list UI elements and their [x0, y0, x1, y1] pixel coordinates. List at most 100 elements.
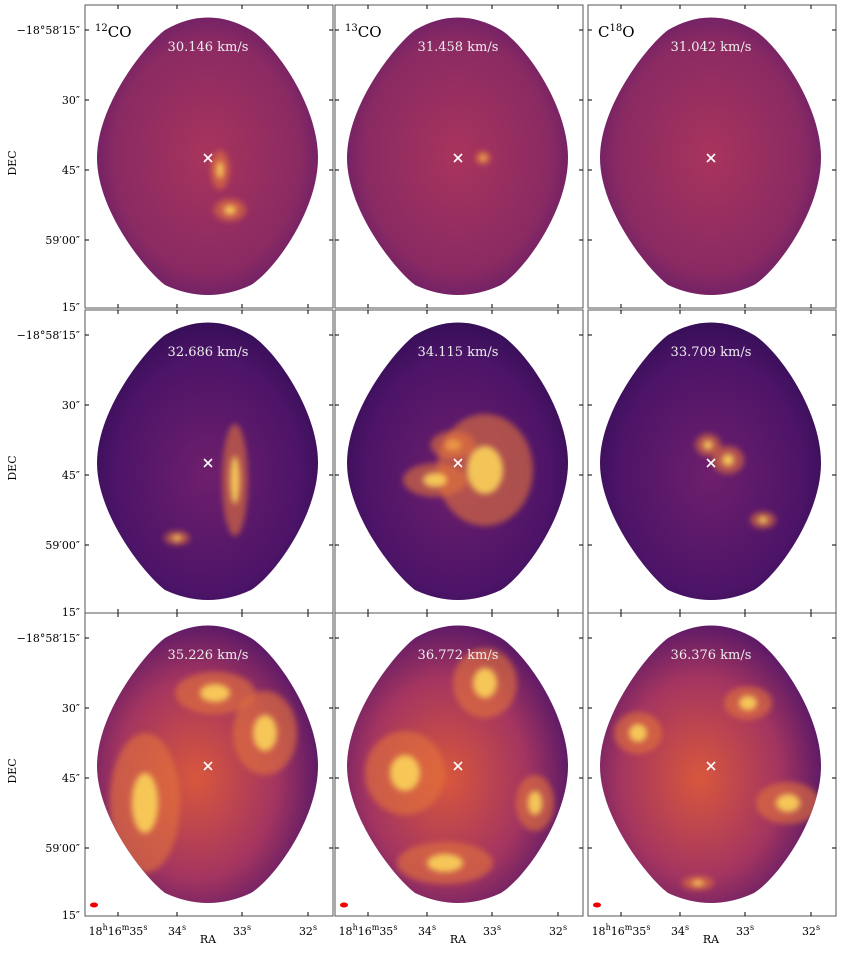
- emission-peak: [527, 791, 543, 815]
- emission-peak: [423, 472, 447, 488]
- x-axis-label: RA: [200, 933, 217, 946]
- panel: 36.376 km/s: [587, 612, 837, 917]
- emission-peak: [629, 724, 647, 742]
- molecule-label: C18O: [598, 23, 635, 41]
- emission-peak: [216, 161, 224, 179]
- x-tick-part: s: [313, 923, 317, 932]
- panel: 31.042 km/s: [587, 4, 837, 309]
- emission-peak: [776, 794, 800, 812]
- x-tick-part: m: [122, 923, 130, 932]
- velocity-label: 34.115 km/s: [418, 345, 499, 360]
- emission: [109, 672, 297, 873]
- x-tick-label: 18h16m35s: [592, 923, 651, 938]
- y-tick-label: −18°58′15″: [17, 329, 80, 342]
- x-tick-part: 33: [483, 925, 497, 938]
- center-cross: [453, 761, 463, 771]
- emission-peak: [172, 535, 182, 541]
- y-axis-label: DEC: [6, 758, 19, 783]
- emission-peak: [692, 880, 704, 886]
- x-tick-part: 34: [168, 925, 182, 938]
- center-cross: [706, 458, 716, 468]
- x-tick-part: s: [816, 923, 820, 932]
- map-image: [97, 17, 318, 295]
- panel: 30.146 km/s: [84, 4, 334, 309]
- emission-peak: [427, 854, 463, 872]
- x-tick-part: 35: [379, 925, 393, 938]
- emission: [164, 424, 248, 545]
- x-tick-part: s: [646, 923, 650, 932]
- x-tick-label: 33s: [736, 923, 754, 938]
- x-tick-part: 16: [358, 925, 372, 938]
- x-tick-part: s: [685, 923, 689, 932]
- center-cross: [706, 153, 716, 163]
- molecule-part: CO: [358, 23, 382, 41]
- x-tick-part: h: [103, 923, 108, 932]
- x-tick-label: 18h16m35s: [89, 923, 148, 938]
- y-tick-label: 59′00″: [45, 234, 80, 247]
- velocity-label: 32.686 km/s: [168, 345, 249, 360]
- center-cross: [453, 458, 463, 468]
- emission: [403, 414, 533, 526]
- beam: [593, 902, 601, 908]
- panel: 36.772 km/s: [334, 612, 584, 917]
- emission-peak: [230, 456, 240, 504]
- x-tick-part: 16: [611, 925, 625, 938]
- x-tick-part: s: [393, 923, 397, 932]
- emission-peak: [473, 668, 497, 698]
- x-tick-label: 32s: [549, 923, 567, 938]
- panel: 31.458 km/s: [334, 4, 584, 309]
- emission: [475, 151, 491, 165]
- molecule-part: 12: [95, 23, 108, 34]
- x-tick-part: s: [563, 923, 567, 932]
- emission-peak: [390, 755, 420, 791]
- x-tick-part: 35: [129, 925, 143, 938]
- center-cross: [453, 153, 463, 163]
- center-cross: [203, 761, 213, 771]
- y-tick-label: 15″: [62, 909, 80, 922]
- y-tick-label: 15″: [62, 606, 80, 619]
- map-image: [600, 17, 821, 295]
- x-tick-part: 33: [233, 925, 247, 938]
- map-image: [600, 322, 821, 600]
- emission-peak: [703, 440, 713, 450]
- y-tick-label: 15″: [62, 301, 80, 314]
- y-tick-label: 30″: [62, 94, 80, 107]
- velocity-label: 36.376 km/s: [671, 648, 752, 663]
- x-tick-part: s: [247, 923, 251, 932]
- y-tick-label: 59′00″: [45, 842, 80, 855]
- x-tick-part: 18: [592, 925, 606, 938]
- emission-peak: [480, 155, 486, 161]
- molecule-label: 13CO: [345, 23, 382, 41]
- x-tick-label: 34s: [671, 923, 689, 938]
- x-tick-label: 33s: [233, 923, 251, 938]
- x-tick-label: 33s: [483, 923, 501, 938]
- x-tick-label: 32s: [299, 923, 317, 938]
- velocity-label: 33.709 km/s: [671, 345, 752, 360]
- x-tick-label: 34s: [168, 923, 186, 938]
- emission-peak: [253, 715, 277, 751]
- molecule-part: CO: [108, 23, 132, 41]
- x-tick-part: 34: [671, 925, 685, 938]
- y-tick-label: 45″: [62, 772, 80, 785]
- y-tick-label: −18°58′15″: [17, 24, 80, 37]
- x-tick-part: s: [432, 923, 436, 932]
- molecule-part: 18: [609, 23, 622, 34]
- y-tick-label: −18°58′15″: [17, 632, 80, 645]
- x-tick-part: s: [750, 923, 754, 932]
- y-axis-label: DEC: [6, 455, 19, 480]
- center-cross: [203, 458, 213, 468]
- x-tick-part: 32: [549, 925, 563, 938]
- emission-peak: [200, 684, 230, 702]
- x-tick-part: h: [606, 923, 611, 932]
- x-tick-part: s: [182, 923, 186, 932]
- x-tick-part: 32: [299, 925, 313, 938]
- x-tick-part: s: [143, 923, 147, 932]
- x-tick-part: 33: [736, 925, 750, 938]
- map-image: [97, 322, 318, 600]
- velocity-label: 31.458 km/s: [418, 40, 499, 55]
- x-axis-label: RA: [703, 933, 720, 946]
- emission: [614, 686, 820, 890]
- x-tick-part: 16: [108, 925, 122, 938]
- panel: 34.115 km/s: [334, 309, 584, 614]
